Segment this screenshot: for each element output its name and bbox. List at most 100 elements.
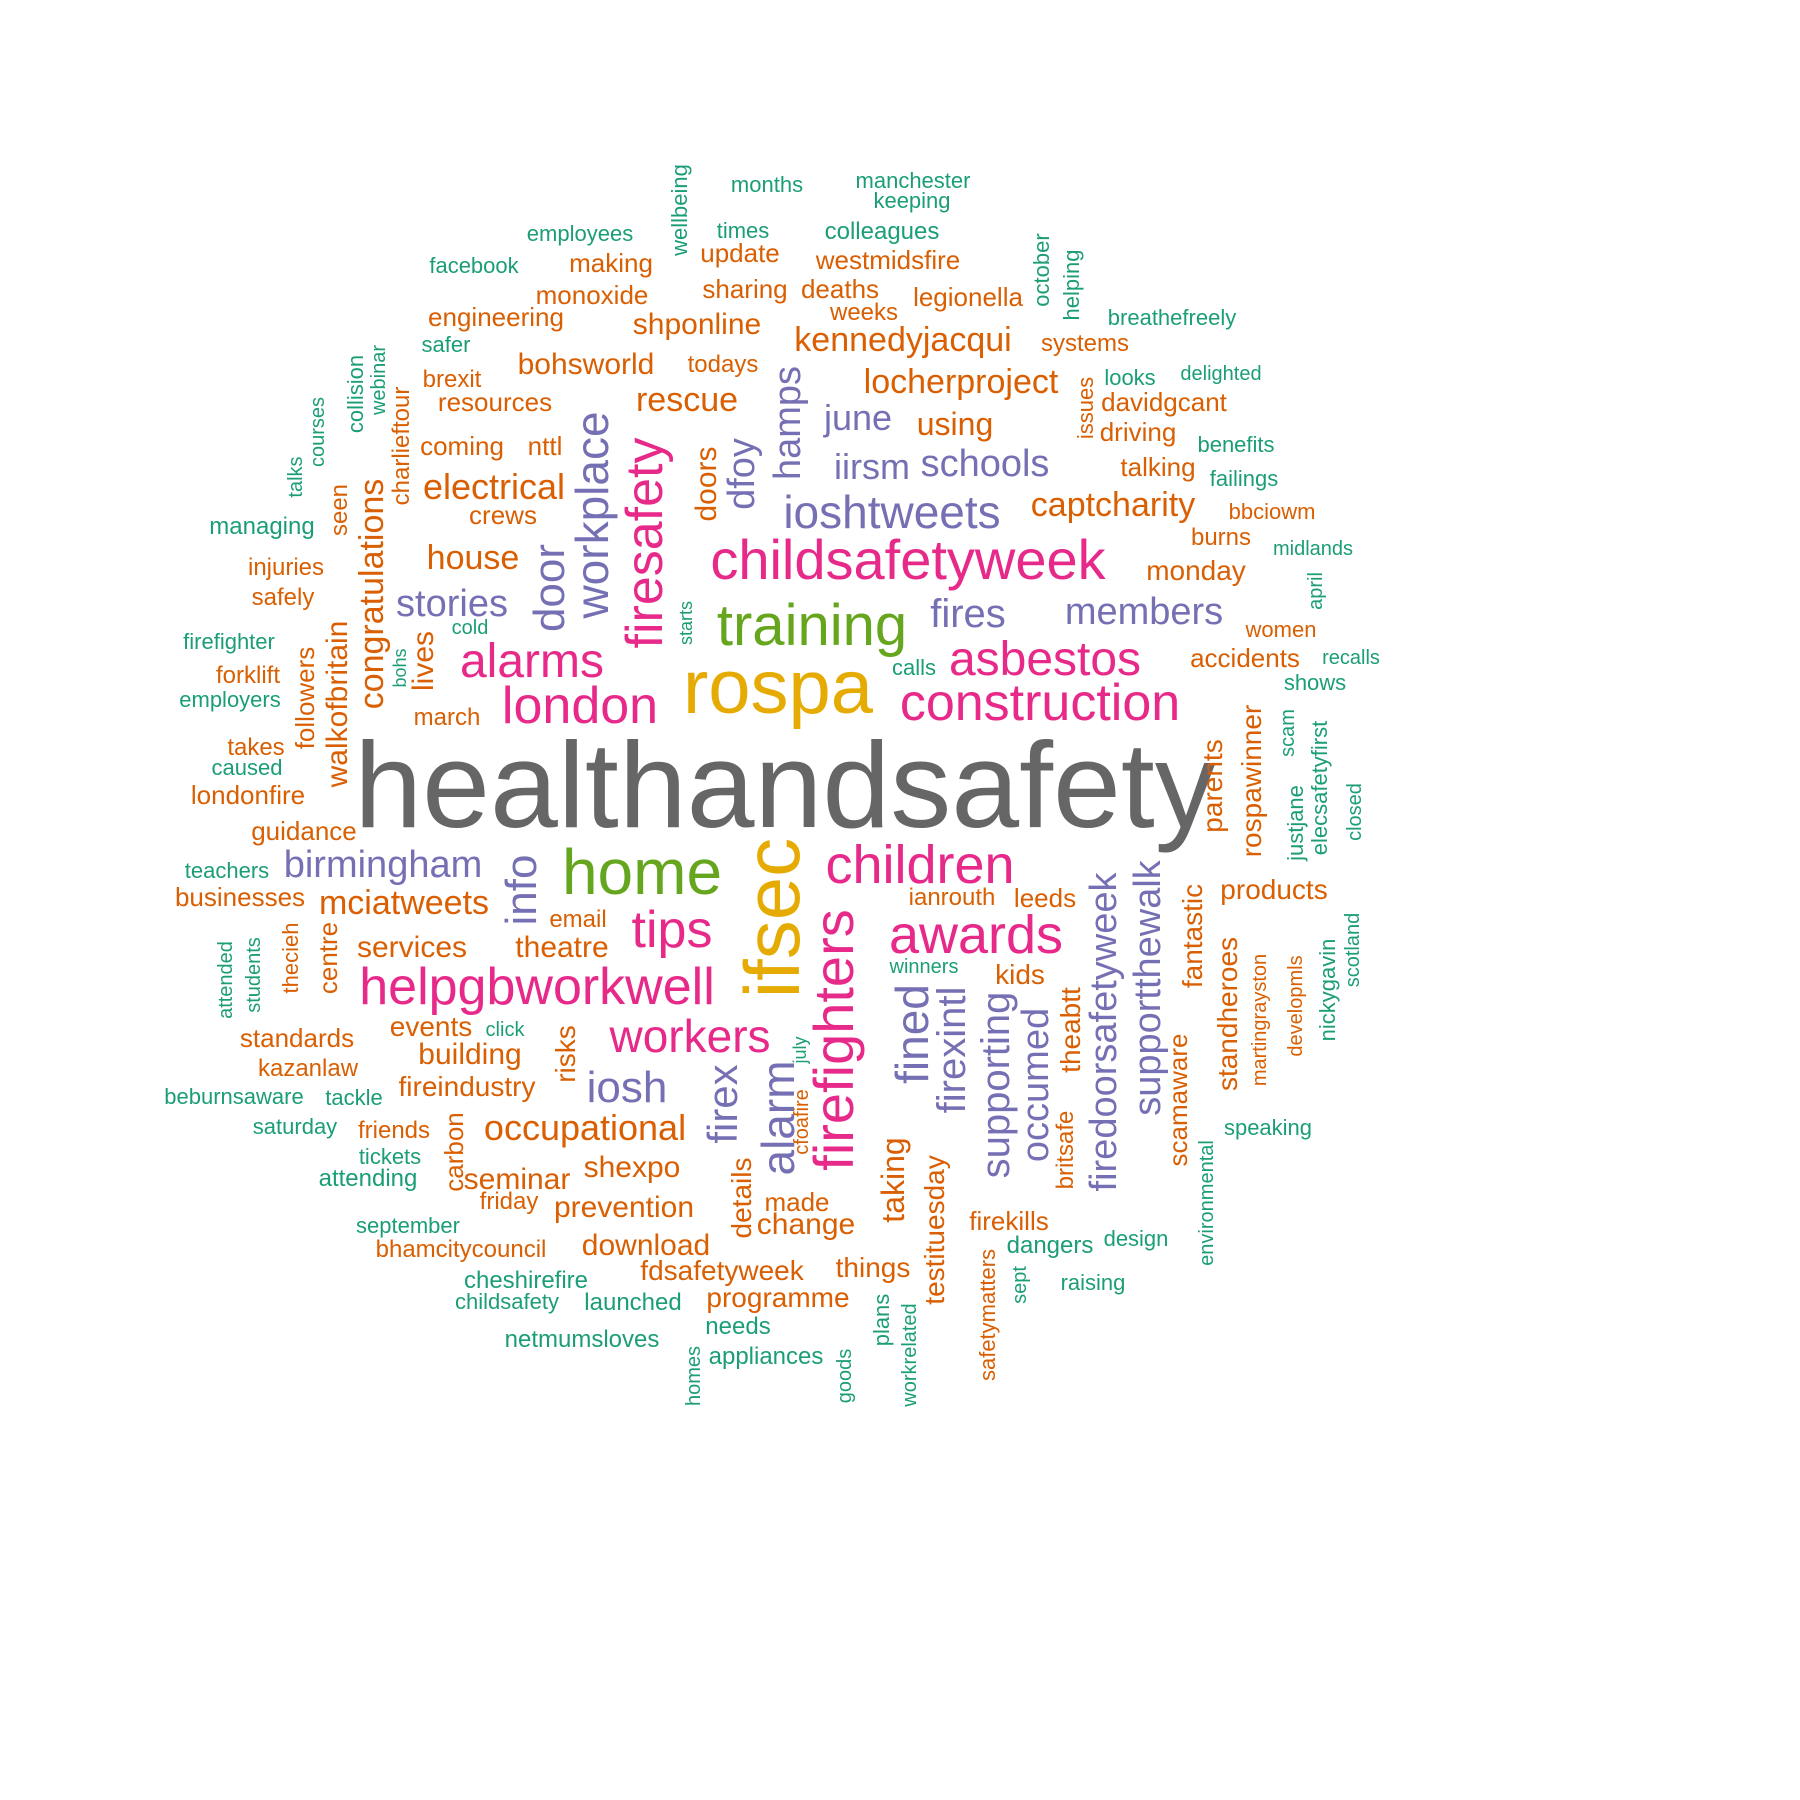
- word-deaths: deaths: [800, 274, 880, 304]
- word-students: students: [243, 937, 265, 1013]
- word-ianrouth: ianrouth: [908, 884, 996, 911]
- word-services: services: [356, 931, 468, 964]
- word-attending: attending: [318, 1165, 418, 1192]
- word-appliances: appliances: [708, 1343, 824, 1370]
- word-martingrayston: martingrayston: [1249, 953, 1271, 1087]
- word-starts: starts: [676, 600, 696, 646]
- word-keeping: keeping: [873, 188, 951, 213]
- word-needs: needs: [705, 1313, 771, 1340]
- word-managing: managing: [209, 513, 315, 540]
- word-construction: construction: [899, 674, 1181, 732]
- word-asbestos: asbestos: [948, 633, 1142, 686]
- word-locherproject: locherproject: [863, 363, 1059, 401]
- word-closed: closed: [1344, 783, 1366, 841]
- word-cheshirefire: cheshirefire: [463, 1267, 589, 1294]
- word-friday: friday: [479, 1188, 539, 1215]
- word-download: download: [581, 1229, 711, 1262]
- word-accidents: accidents: [1190, 643, 1300, 673]
- word-courses: courses: [307, 396, 329, 468]
- word-door: door: [525, 543, 574, 633]
- word-recalls: recalls: [1322, 647, 1380, 669]
- word-healthandsafety: healthandsafety: [354, 717, 1216, 853]
- word-friends: friends: [357, 1117, 431, 1144]
- word-tickets: tickets: [358, 1144, 422, 1169]
- word-launched: launched: [584, 1289, 682, 1316]
- word-environmental: environmental: [1196, 1140, 1218, 1266]
- word-shponline: shponline: [632, 308, 762, 341]
- word-iirsm: iirsm: [834, 446, 910, 487]
- word-design: design: [1103, 1226, 1169, 1251]
- word-rospa: rospa: [682, 645, 874, 730]
- word-takes: takes: [227, 734, 285, 761]
- word-taking: taking: [875, 1137, 911, 1223]
- word-breathefreely: breathefreely: [1107, 305, 1237, 330]
- word-theabtt: theabtt: [1055, 987, 1086, 1073]
- word-workplace: workplace: [566, 411, 618, 619]
- word-guidance: guidance: [251, 816, 357, 846]
- word-parents: parents: [1197, 739, 1228, 833]
- word-workrelated: workrelated: [899, 1303, 921, 1407]
- word-westmidsfire: westmidsfire: [815, 245, 961, 275]
- word-april: april: [1305, 572, 1327, 610]
- word-employers: employers: [179, 687, 281, 712]
- word-house: house: [426, 539, 520, 577]
- word-firekills: firekills: [969, 1206, 1049, 1236]
- word-attended: attended: [215, 941, 237, 1019]
- word-firedoorsafetyweek: firedoorsafetyweek: [1083, 872, 1125, 1192]
- word-occupational: occupational: [483, 1107, 687, 1148]
- word-using: using: [916, 406, 994, 442]
- word-wellbeing: wellbeing: [667, 164, 692, 256]
- word-firexintl: firexintl: [930, 986, 974, 1114]
- word-caused: caused: [211, 755, 283, 780]
- word-safely: safely: [251, 584, 315, 611]
- word-londonfire: londonfire: [190, 780, 306, 810]
- word-schools: schools: [920, 443, 1050, 485]
- word-thecieh: thecieh: [278, 922, 303, 994]
- word-injuries: injuries: [247, 554, 325, 581]
- word-elecsafetyfirst: elecsafetyfirst: [1307, 720, 1332, 856]
- word-sharing: sharing: [702, 274, 788, 304]
- word-talking: talking: [1120, 452, 1196, 482]
- word-iosh: iosh: [586, 1063, 668, 1112]
- word-businesses: businesses: [174, 882, 306, 912]
- word-dangers: dangers: [1006, 1232, 1094, 1259]
- word-walkofbritain: walkofbritain: [321, 620, 354, 788]
- word-todays: todays: [687, 351, 759, 378]
- word-bohs: bohs: [390, 648, 410, 688]
- word-collision: collision: [343, 354, 368, 434]
- word-testituesday: testituesday: [919, 1155, 950, 1305]
- word-supportthewalk: supportthewalk: [1127, 860, 1169, 1116]
- word-stories: stories: [396, 583, 508, 625]
- word-weeks: weeks: [829, 299, 899, 326]
- word-times: times: [716, 218, 770, 243]
- word-occumed: occumed: [1015, 1007, 1057, 1163]
- word-teachers: teachers: [184, 858, 270, 883]
- word-charlieftour: charlieftour: [388, 386, 415, 506]
- word-birmingham: birmingham: [283, 844, 483, 886]
- word-ifsec: ifsec: [728, 837, 816, 999]
- word-workers: workers: [609, 1010, 771, 1062]
- word-seminar: seminar: [463, 1163, 571, 1196]
- word-burns: burns: [1190, 524, 1252, 551]
- word-kazanlaw: kazanlaw: [257, 1055, 359, 1082]
- word-months: months: [730, 172, 804, 197]
- word-fires: fires: [930, 592, 1006, 636]
- word-seen: seen: [326, 483, 353, 537]
- word-dfoy: dfoy: [721, 438, 763, 510]
- word-raising: raising: [1060, 1270, 1126, 1295]
- word-tackle: tackle: [325, 1085, 383, 1110]
- word-fined: fined: [886, 984, 938, 1084]
- word-davidgcant: davidgcant: [1101, 387, 1227, 417]
- word-firefighters: firefighters: [802, 909, 865, 1171]
- word-march: march: [413, 704, 481, 731]
- word-making: making: [569, 248, 653, 278]
- word-developmls: developmls: [1285, 955, 1307, 1057]
- word-electrical: electrical: [422, 466, 566, 507]
- word-driving: driving: [1099, 417, 1177, 447]
- word-goods: goods: [834, 1348, 856, 1404]
- word-mciatweets: mciatweets: [318, 884, 490, 922]
- word-fireindustry: fireindustry: [398, 1071, 536, 1102]
- word-leeds: leeds: [1013, 883, 1077, 913]
- word-training: training: [716, 593, 908, 658]
